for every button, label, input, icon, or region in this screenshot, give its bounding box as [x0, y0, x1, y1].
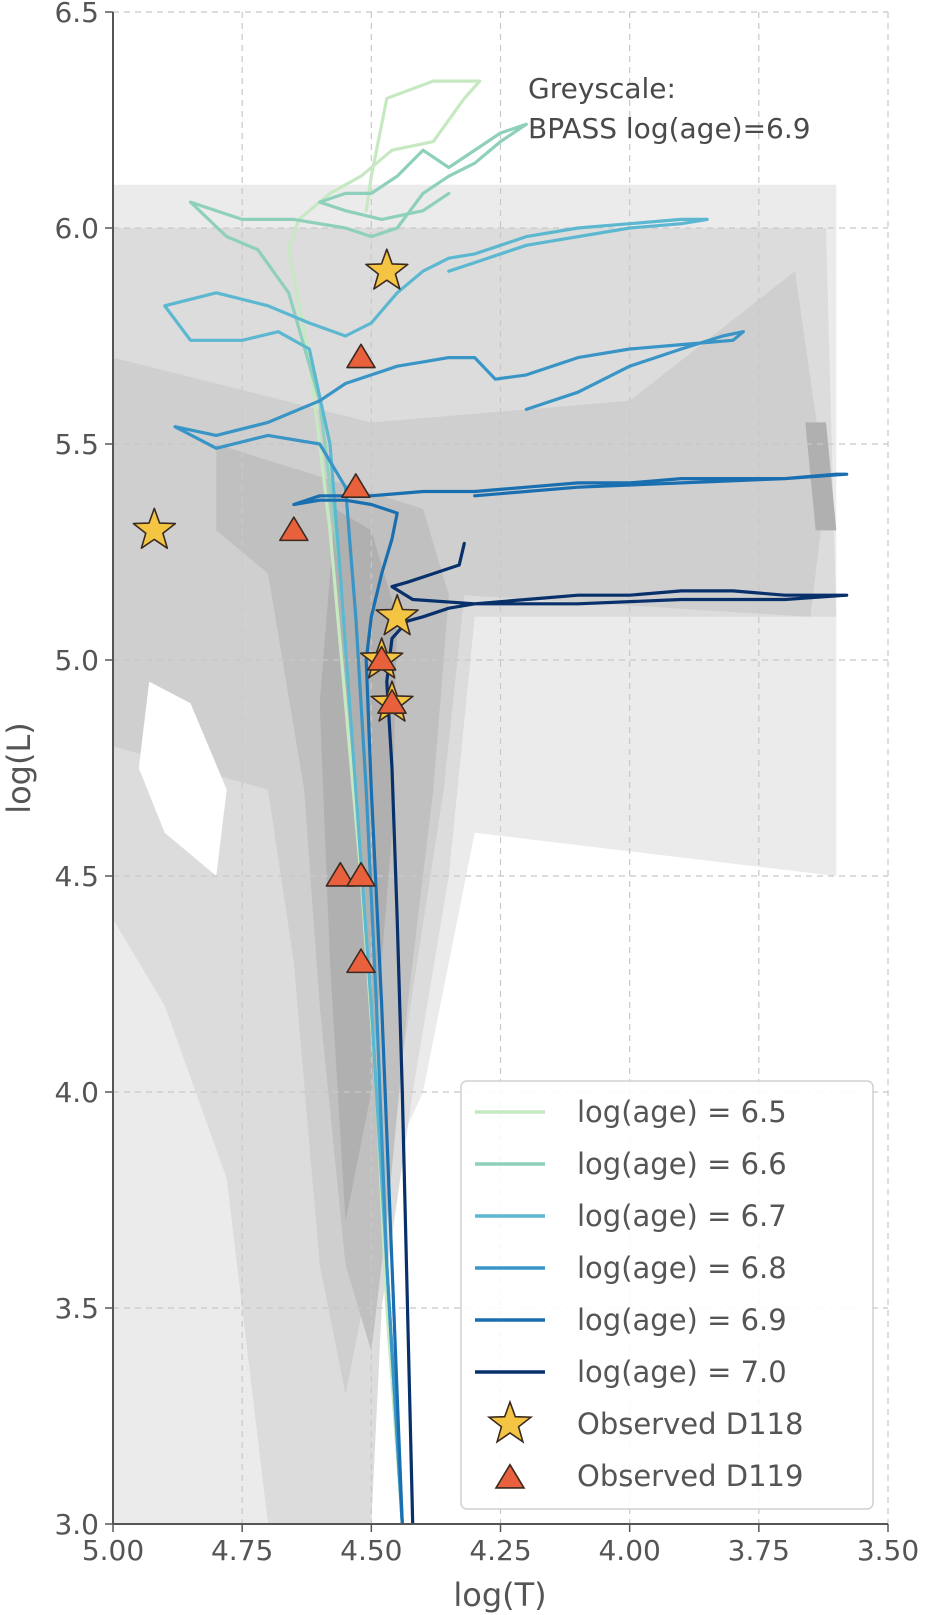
star-marker	[365, 248, 409, 290]
triangle-marker	[341, 473, 371, 498]
series-line	[173, 330, 745, 1524]
isochrone-lines	[163, 79, 849, 1524]
annotation-line-2: BPASS log(age)=6.9	[528, 112, 811, 145]
legend-label: log(age) = 6.8	[577, 1251, 787, 1285]
density-region	[138, 681, 227, 876]
series-line	[292, 472, 849, 1524]
triangle-marker	[346, 948, 376, 974]
x-tick-label: 3.75	[728, 1534, 790, 1567]
legend-label: log(age) = 6.9	[577, 1303, 787, 1337]
star-marker	[375, 594, 419, 636]
triangle-marker	[377, 689, 407, 714]
triangle-marker	[346, 343, 376, 369]
observed-points	[132, 248, 419, 974]
x-tick-label: 4.50	[340, 1534, 402, 1567]
legend-label: Observed D119	[577, 1459, 803, 1493]
legend-triangle-swatch	[494, 1463, 526, 1489]
triangle-marker	[346, 861, 376, 887]
legend: log(age) = 6.5 log(age) = 6.6 log(age) = 6…	[460, 1080, 874, 1510]
legend-star-swatch	[486, 1399, 534, 1444]
legend-label: log(age) = 6.6	[577, 1147, 787, 1181]
x-axis-label: log(T)	[453, 1576, 546, 1614]
y-axis-label: log(L)	[0, 722, 38, 814]
legend-label: log(age) = 6.5	[577, 1095, 787, 1129]
y-tick-label: 3.0	[54, 1508, 99, 1541]
x-tick-label: 4.75	[211, 1534, 273, 1567]
y-tick-label: 5.0	[54, 644, 99, 677]
x-tick-label: 4.00	[598, 1534, 660, 1567]
tick-labels: 5.00 4.75 4.50 4.25 4.00 3.75 3.50 3.0 3.5 4.0 4.5…	[54, 0, 919, 1567]
y-tick-label: 6.5	[54, 0, 99, 29]
axes	[112, 12, 888, 1525]
y-tick-label: 6.0	[54, 212, 99, 245]
y-tick-label: 5.5	[54, 428, 99, 461]
triangle-marker	[366, 645, 397, 671]
x-tick-label: 5.00	[82, 1534, 144, 1567]
x-tick-label: 4.25	[469, 1534, 531, 1567]
series-line	[163, 217, 709, 1524]
y-tick-label: 4.5	[54, 860, 99, 893]
series-line	[287, 79, 482, 1524]
y-tick-label: 3.5	[54, 1292, 99, 1325]
x-tick-label: 3.50	[857, 1534, 919, 1567]
legend-label: log(age) = 6.7	[577, 1199, 787, 1233]
star-marker	[132, 507, 177, 549]
annotation-line-1: Greyscale:	[528, 72, 676, 105]
triangle-marker	[279, 516, 309, 542]
triangle-marker	[325, 861, 356, 887]
legend-label: Observed D118	[577, 1407, 803, 1441]
legend-label: log(age) = 7.0	[577, 1355, 787, 1389]
legend-box	[460, 1080, 874, 1510]
y-tick-label: 4.0	[54, 1076, 99, 1109]
